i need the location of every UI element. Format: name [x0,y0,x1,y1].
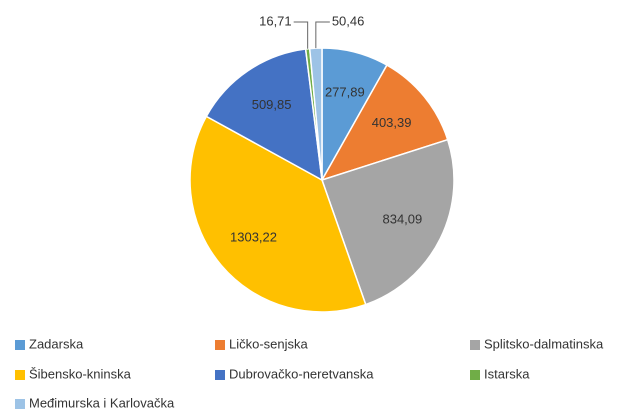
legend-label: Zadarska [29,336,84,351]
legend-swatch [15,399,25,409]
data-label: 16,71 [259,13,292,28]
legend-swatch [215,370,225,380]
data-label: 1303,22 [230,229,277,244]
leader-line [293,21,309,49]
pie-slice [205,48,323,182]
data-label: 403,39 [372,115,412,130]
legend-label: Dubrovačko-neretvanska [229,366,374,381]
data-label: 50,46 [332,13,365,28]
legend-label: Međimurska i Karlovačka [29,395,175,410]
legend-swatch [15,340,25,350]
legend-swatch [15,370,25,380]
legend-swatch [470,370,480,380]
pie-slice [321,138,455,306]
legend-label: Istarska [484,366,530,381]
pie-slice [320,64,449,182]
pie-slice [308,47,323,181]
data-label: 509,85 [252,97,292,112]
legend-label: Splitsko-dalmatinska [484,336,604,351]
pie-slice [189,115,367,313]
data-label: 277,89 [325,85,365,100]
legend-swatch [470,340,480,350]
leader-line [315,21,330,49]
legend-label: Šibensko-kninska [29,366,132,381]
legend-swatch [215,340,225,350]
legend-label: Ličko-senjska [229,336,309,351]
data-label: 834,09 [382,211,422,226]
